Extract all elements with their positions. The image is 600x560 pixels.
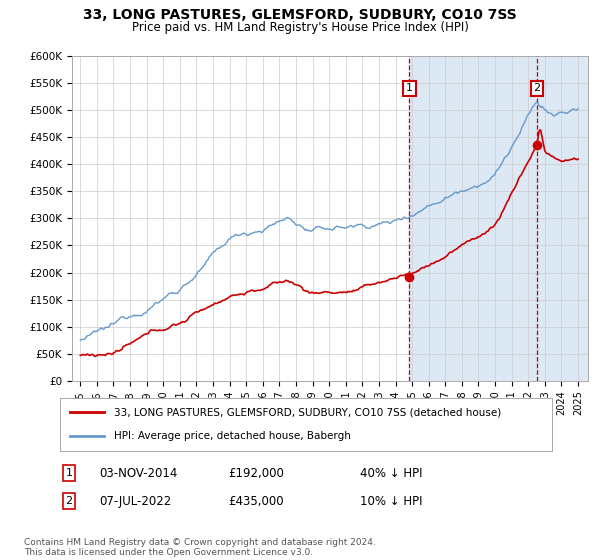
Text: 33, LONG PASTURES, GLEMSFORD, SUDBURY, CO10 7SS: 33, LONG PASTURES, GLEMSFORD, SUDBURY, C… — [83, 8, 517, 22]
Text: Contains HM Land Registry data © Crown copyright and database right 2024.
This d: Contains HM Land Registry data © Crown c… — [24, 538, 376, 557]
Text: £192,000: £192,000 — [228, 466, 284, 480]
Text: 10% ↓ HPI: 10% ↓ HPI — [360, 494, 422, 508]
Bar — [409, 56, 588, 381]
Text: 40% ↓ HPI: 40% ↓ HPI — [360, 466, 422, 480]
Text: HPI: Average price, detached house, Babergh: HPI: Average price, detached house, Babe… — [114, 431, 351, 441]
Text: Price paid vs. HM Land Registry's House Price Index (HPI): Price paid vs. HM Land Registry's House … — [131, 21, 469, 34]
Text: 33, LONG PASTURES, GLEMSFORD, SUDBURY, CO10 7SS (detached house): 33, LONG PASTURES, GLEMSFORD, SUDBURY, C… — [114, 408, 502, 418]
Text: 07-JUL-2022: 07-JUL-2022 — [99, 494, 171, 508]
Text: 2: 2 — [65, 496, 73, 506]
Text: 1: 1 — [406, 83, 413, 94]
Text: 1: 1 — [65, 468, 73, 478]
Text: 2: 2 — [533, 83, 541, 94]
Text: 03-NOV-2014: 03-NOV-2014 — [99, 466, 178, 480]
Text: £435,000: £435,000 — [228, 494, 284, 508]
